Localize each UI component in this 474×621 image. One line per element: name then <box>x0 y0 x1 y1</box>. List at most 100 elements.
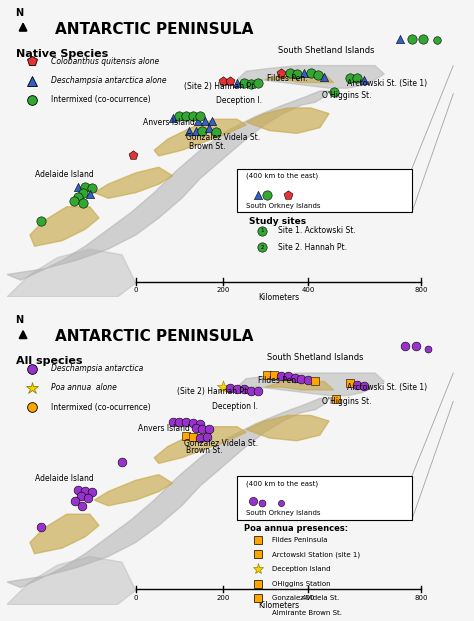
Point <box>424 344 432 354</box>
Text: Adelaide Island: Adelaide Island <box>35 170 93 179</box>
Polygon shape <box>246 415 329 441</box>
Text: ANTARCTIC PENINSULA: ANTARCTIC PENINSULA <box>55 329 254 344</box>
Text: Native Species: Native Species <box>16 48 109 58</box>
Point <box>226 383 234 392</box>
Point <box>298 374 305 384</box>
Point <box>408 34 416 43</box>
Point <box>84 493 92 503</box>
Text: 400: 400 <box>301 288 315 293</box>
Text: Brown St.: Brown St. <box>186 446 223 455</box>
Text: 0: 0 <box>134 288 138 293</box>
Text: 800: 800 <box>414 288 428 293</box>
Text: Deschampsia antarctica alone: Deschampsia antarctica alone <box>51 76 166 85</box>
Text: Gonzalez Videla St.: Gonzalez Videla St. <box>184 439 258 448</box>
Text: Colobanthus quitensis alone: Colobanthus quitensis alone <box>51 57 159 66</box>
Polygon shape <box>264 381 334 390</box>
Text: Deception I.: Deception I. <box>212 402 258 411</box>
Text: South Shetland Islands: South Shetland Islands <box>278 45 375 55</box>
Point <box>226 76 234 86</box>
Point <box>270 370 278 380</box>
Point <box>182 417 190 427</box>
Point <box>37 216 45 226</box>
Point <box>258 242 266 252</box>
Point <box>300 68 308 78</box>
Polygon shape <box>7 91 329 280</box>
Point <box>212 127 220 137</box>
Polygon shape <box>94 474 173 505</box>
Point <box>206 123 213 133</box>
Point <box>397 34 404 43</box>
Text: Study sites: Study sites <box>248 217 306 225</box>
Text: Arctowski St. (Site 1): Arctowski St. (Site 1) <box>347 79 428 88</box>
Point <box>258 226 266 236</box>
Point <box>263 191 271 201</box>
Point <box>249 497 257 507</box>
Point <box>304 374 312 384</box>
Point <box>413 341 420 351</box>
Point <box>176 111 183 121</box>
Text: Deception I.: Deception I. <box>216 96 262 106</box>
Text: OHiggins Station: OHiggins Station <box>272 581 330 587</box>
Point <box>330 88 337 97</box>
Text: Poa annua presences:: Poa annua presences: <box>244 524 348 533</box>
Point <box>233 78 241 88</box>
Point <box>311 376 319 386</box>
Text: South Orkney Islands: South Orkney Islands <box>246 510 321 517</box>
Point <box>277 498 284 508</box>
Text: South Orkney Islands: South Orkney Islands <box>246 203 321 209</box>
Text: Deschampsia antarctica: Deschampsia antarctica <box>51 365 143 373</box>
Point <box>240 384 248 394</box>
Point <box>433 35 441 45</box>
Point <box>71 496 79 505</box>
Polygon shape <box>237 373 384 396</box>
Point <box>199 125 206 135</box>
Text: Arctowski Station (site 1): Arctowski Station (site 1) <box>272 551 360 558</box>
Point <box>346 73 354 83</box>
Point <box>194 116 201 125</box>
Point <box>88 183 96 193</box>
Text: 2: 2 <box>261 245 264 250</box>
Point <box>176 417 183 427</box>
Point <box>79 188 87 197</box>
Text: Site 2. Hannah Pt.: Site 2. Hannah Pt. <box>278 243 347 252</box>
Bar <box>237 169 412 212</box>
Polygon shape <box>7 399 329 587</box>
Polygon shape <box>7 556 136 604</box>
Polygon shape <box>246 108 329 134</box>
Point <box>277 68 284 78</box>
Point <box>332 394 340 404</box>
Text: Poa annua  alone: Poa annua alone <box>51 384 117 392</box>
Point <box>86 189 93 199</box>
Text: Intermixed (co-ocurrence): Intermixed (co-ocurrence) <box>51 402 150 412</box>
Polygon shape <box>7 249 136 297</box>
Polygon shape <box>154 119 246 156</box>
Text: Almirante Brown St.: Almirante Brown St. <box>272 610 341 616</box>
Point <box>199 424 206 434</box>
Point <box>401 341 409 351</box>
Point <box>353 380 360 390</box>
Text: 800: 800 <box>414 595 428 601</box>
Point <box>182 431 190 441</box>
Text: N: N <box>15 315 23 325</box>
Point <box>353 73 360 83</box>
Point <box>37 522 45 532</box>
Point <box>284 191 292 201</box>
Point <box>254 191 262 201</box>
Point <box>360 381 367 391</box>
Point <box>291 373 298 383</box>
Point <box>190 432 197 442</box>
Point <box>169 113 176 123</box>
Text: (400 km to the east): (400 km to the east) <box>246 173 319 179</box>
Point <box>201 116 209 125</box>
Point <box>78 501 86 511</box>
Point <box>346 378 354 388</box>
Text: 0: 0 <box>134 595 138 601</box>
Point <box>196 419 204 429</box>
Text: ANTARCTIC PENINSULA: ANTARCTIC PENINSULA <box>55 22 254 37</box>
Text: Anvers Island: Anvers Island <box>143 117 194 127</box>
Text: All species: All species <box>16 356 82 366</box>
Point <box>284 371 292 381</box>
Text: Intermixed (co-ocurrence): Intermixed (co-ocurrence) <box>51 95 150 104</box>
Text: Anvers Island: Anvers Island <box>138 424 190 433</box>
Text: Kilometers: Kilometers <box>258 601 299 610</box>
